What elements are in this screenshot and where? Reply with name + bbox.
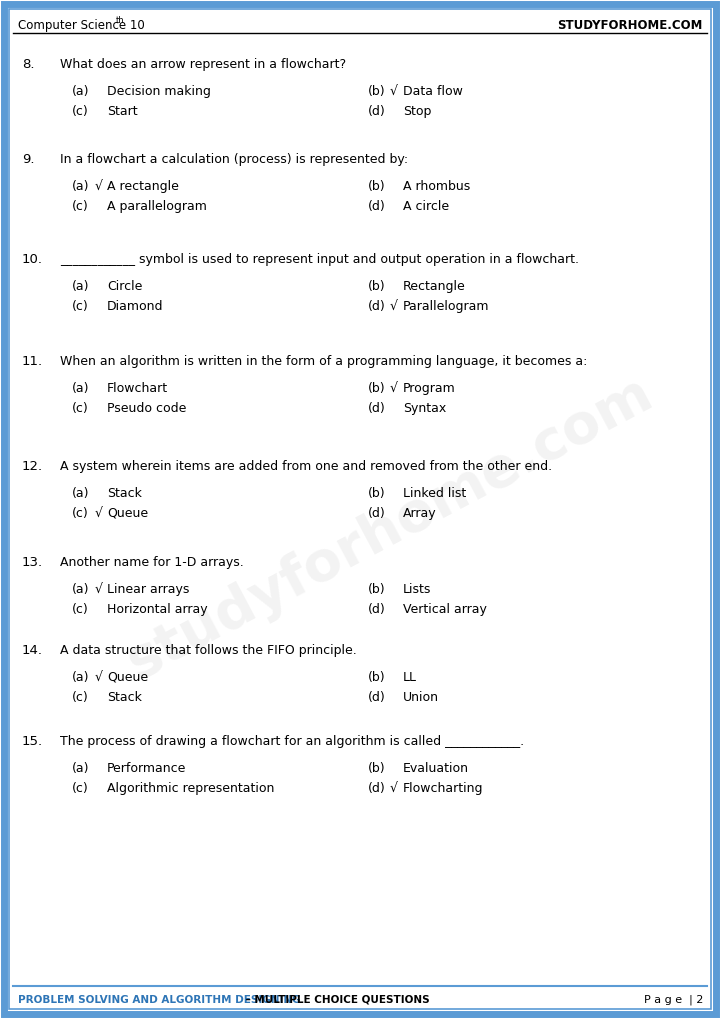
Text: (b): (b) [368, 671, 386, 684]
Text: (b): (b) [368, 180, 386, 193]
Text: Lists: Lists [403, 583, 431, 596]
Text: (a): (a) [72, 487, 89, 500]
Text: (d): (d) [368, 200, 386, 213]
Text: (d): (d) [368, 300, 386, 313]
Text: Diamond: Diamond [107, 300, 163, 313]
Text: Stop: Stop [403, 105, 431, 118]
Text: 13.: 13. [22, 556, 43, 569]
Text: A rectangle: A rectangle [107, 180, 179, 193]
Text: (d): (d) [368, 507, 386, 520]
Text: (a): (a) [72, 84, 89, 98]
Text: Linked list: Linked list [403, 487, 467, 500]
Text: (a): (a) [72, 180, 89, 193]
Text: A system wherein items are added from one and removed from the other end.: A system wherein items are added from on… [60, 460, 552, 473]
Text: (d): (d) [368, 105, 386, 118]
Text: (d): (d) [368, 402, 386, 415]
Text: LL: LL [403, 671, 417, 684]
Text: Performance: Performance [107, 762, 186, 775]
Text: (b): (b) [368, 84, 386, 98]
Text: (b): (b) [368, 487, 386, 500]
Text: 11.: 11. [22, 355, 43, 367]
Text: Union: Union [403, 691, 439, 704]
Text: STUDYFORHOME.COM: STUDYFORHOME.COM [557, 18, 703, 32]
Text: (c): (c) [72, 507, 89, 520]
Text: Algorithmic representation: Algorithmic representation [107, 782, 274, 795]
Text: Pseudo code: Pseudo code [107, 402, 186, 415]
Text: P a g e  | 2: P a g e | 2 [644, 995, 703, 1005]
Text: √: √ [95, 671, 103, 684]
Text: (c): (c) [72, 782, 89, 795]
Text: 8.: 8. [22, 58, 35, 71]
Text: Evaluation: Evaluation [403, 762, 469, 775]
Text: (d): (d) [368, 691, 386, 704]
Text: th: th [116, 15, 125, 24]
Text: √: √ [95, 583, 103, 596]
Text: – MULTIPLE CHOICE QUESTIONS: – MULTIPLE CHOICE QUESTIONS [242, 995, 430, 1005]
Text: Another name for 1-D arrays.: Another name for 1-D arrays. [60, 556, 244, 569]
Text: (c): (c) [72, 691, 89, 704]
Text: A rhombus: A rhombus [403, 180, 470, 193]
Text: (b): (b) [368, 762, 386, 775]
Text: √: √ [390, 84, 398, 98]
Text: studyforhome.com: studyforhome.com [118, 366, 662, 690]
Text: (a): (a) [72, 671, 89, 684]
Text: √: √ [390, 300, 398, 313]
Text: √: √ [390, 382, 398, 395]
Text: 14.: 14. [22, 644, 43, 657]
Text: Queue: Queue [107, 507, 148, 520]
Text: ____________ symbol is used to represent input and output operation in a flowcha: ____________ symbol is used to represent… [60, 253, 579, 266]
Text: (c): (c) [72, 200, 89, 213]
Text: A parallelogram: A parallelogram [107, 200, 207, 213]
Text: (a): (a) [72, 762, 89, 775]
Text: Flowchart: Flowchart [107, 382, 168, 395]
Text: 15.: 15. [22, 735, 43, 748]
Text: (d): (d) [368, 782, 386, 795]
Text: A circle: A circle [403, 200, 449, 213]
Text: (b): (b) [368, 280, 386, 293]
Text: (c): (c) [72, 300, 89, 313]
Text: In a flowchart a calculation (process) is represented by:: In a flowchart a calculation (process) i… [60, 153, 408, 166]
Text: 12.: 12. [22, 460, 43, 473]
Text: Stack: Stack [107, 487, 142, 500]
Text: Computer Science 10: Computer Science 10 [18, 18, 145, 32]
Text: Stack: Stack [107, 691, 142, 704]
Text: Data flow: Data flow [403, 84, 463, 98]
Text: (b): (b) [368, 583, 386, 596]
Text: (d): (d) [368, 603, 386, 616]
Text: A data structure that follows the FIFO principle.: A data structure that follows the FIFO p… [60, 644, 356, 657]
Text: PROBLEM SOLVING AND ALGORITHM DESIGNING: PROBLEM SOLVING AND ALGORITHM DESIGNING [18, 995, 301, 1005]
Text: Syntax: Syntax [403, 402, 446, 415]
Text: Vertical array: Vertical array [403, 603, 487, 616]
Text: Circle: Circle [107, 280, 143, 293]
Text: The process of drawing a flowchart for an algorithm is called ____________.: The process of drawing a flowchart for a… [60, 735, 524, 748]
Text: Linear arrays: Linear arrays [107, 583, 189, 596]
Text: (c): (c) [72, 603, 89, 616]
Text: Decision making: Decision making [107, 84, 211, 98]
Text: Parallelogram: Parallelogram [403, 300, 490, 313]
Text: 9.: 9. [22, 153, 35, 166]
Text: (b): (b) [368, 382, 386, 395]
Text: Start: Start [107, 105, 138, 118]
Text: What does an arrow represent in a flowchart?: What does an arrow represent in a flowch… [60, 58, 346, 71]
Text: Program: Program [403, 382, 456, 395]
Text: √: √ [95, 180, 103, 193]
Text: √: √ [390, 782, 398, 795]
Text: (a): (a) [72, 382, 89, 395]
Text: Queue: Queue [107, 671, 148, 684]
Text: (c): (c) [72, 402, 89, 415]
Text: Horizontal array: Horizontal array [107, 603, 207, 616]
Text: (a): (a) [72, 280, 89, 293]
Text: √: √ [95, 507, 103, 520]
Text: When an algorithm is written in the form of a programming language, it becomes a: When an algorithm is written in the form… [60, 355, 588, 367]
Text: Flowcharting: Flowcharting [403, 782, 484, 795]
Text: Array: Array [403, 507, 436, 520]
Text: (c): (c) [72, 105, 89, 118]
Text: (a): (a) [72, 583, 89, 596]
Text: Rectangle: Rectangle [403, 280, 466, 293]
Text: 10.: 10. [22, 253, 43, 266]
